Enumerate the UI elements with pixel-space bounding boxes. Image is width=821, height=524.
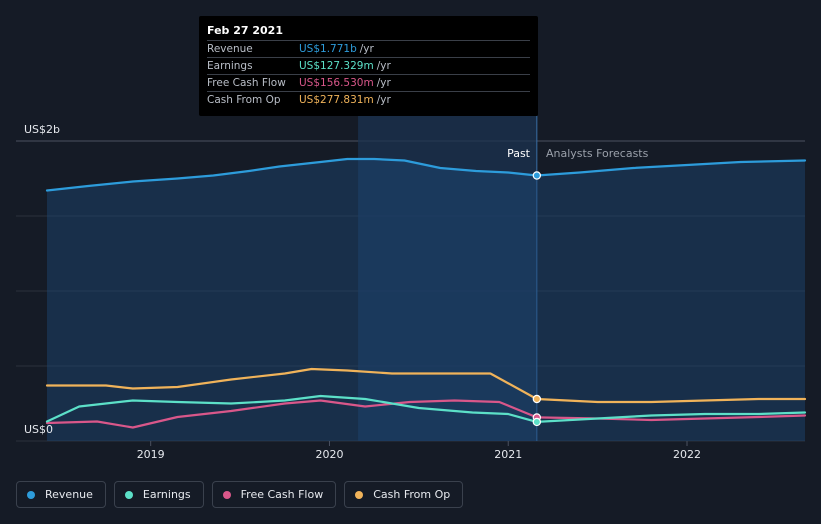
tooltip-unit: /yr bbox=[376, 60, 391, 72]
x-tick-label: 2022 bbox=[673, 448, 701, 461]
legend-item-earnings[interactable]: Earnings bbox=[113, 481, 204, 508]
y-axis-bottom-label: US$0 bbox=[24, 423, 53, 436]
legend-item-free-cash-flow[interactable]: Free Cash Flow bbox=[211, 481, 337, 508]
tooltip-value: US$277.831m bbox=[299, 94, 374, 106]
tooltip-unit: /yr bbox=[359, 43, 374, 55]
tooltip-row-cash-from-op: Cash From Op US$277.831m /yr bbox=[207, 91, 530, 108]
y-axis-top-label: US$2b bbox=[24, 123, 60, 136]
tooltip-value: US$156.530m bbox=[299, 77, 374, 89]
legend-item-revenue[interactable]: Revenue bbox=[16, 481, 106, 508]
past-band bbox=[358, 116, 537, 441]
x-tick-label: 2020 bbox=[315, 448, 343, 461]
earnings-marker bbox=[532, 417, 542, 427]
past-highlight-band bbox=[358, 116, 538, 441]
data-tooltip: Feb 27 2021 Revenue US$1.771b /yr Earnin… bbox=[199, 16, 538, 116]
tooltip-label: Revenue bbox=[207, 43, 253, 55]
legend-item-cash-from-op[interactable]: Cash From Op bbox=[344, 481, 464, 508]
past-region-label: Past bbox=[507, 147, 531, 160]
tooltip-unit: /yr bbox=[376, 94, 391, 106]
legend-dot-icon bbox=[27, 490, 35, 499]
legend-dot-icon bbox=[355, 490, 364, 499]
revenue-marker bbox=[532, 171, 542, 180]
tooltip-value: US$127.329m bbox=[299, 60, 374, 72]
tooltip-label: Cash From Op bbox=[207, 94, 281, 106]
earnings-line bbox=[45, 394, 807, 423]
revenue-line bbox=[45, 157, 807, 192]
tooltip-row-revenue: Revenue US$1.771b /yr bbox=[207, 40, 530, 57]
x-axis: 2019 2020 2021 2022 bbox=[137, 441, 701, 461]
tooltip-label: Earnings bbox=[207, 60, 253, 72]
chart-area: 2019 2020 2021 2022 US$2b US$0 Past Analyst… bbox=[16, 116, 807, 461]
tooltip-label: Free Cash Flow bbox=[207, 77, 286, 89]
tooltip-value: US$1.771b bbox=[299, 43, 357, 55]
hover-markers bbox=[532, 171, 542, 427]
cash-from-op-marker bbox=[532, 394, 542, 404]
legend-label: Cash From Op bbox=[373, 488, 451, 501]
cash-from-op-line bbox=[45, 367, 807, 404]
revenue-area bbox=[47, 159, 805, 441]
free-cash-flow-line bbox=[45, 399, 807, 429]
tooltip-date: Feb 27 2021 bbox=[207, 24, 283, 37]
legend-label: Free Cash Flow bbox=[240, 488, 324, 501]
forecast-region-label: Analysts Forecasts bbox=[546, 147, 649, 160]
tooltip-row-earnings: Earnings US$127.329m /yr bbox=[207, 57, 530, 74]
tooltip-row-free-cash-flow: Free Cash Flow US$156.530m /yr bbox=[207, 74, 530, 91]
series-lines bbox=[45, 157, 807, 441]
tooltip-unit: /yr bbox=[376, 77, 391, 89]
legend-label: Earnings bbox=[142, 488, 191, 501]
legend-dot-icon bbox=[222, 490, 231, 499]
legend-dot-icon bbox=[124, 490, 133, 499]
x-tick-label: 2021 bbox=[494, 448, 522, 461]
legend-label: Revenue bbox=[45, 488, 93, 501]
x-tick-label: 2019 bbox=[137, 448, 165, 461]
chart-legend: Revenue Earnings Free Cash Flow Cash Fro… bbox=[16, 481, 464, 508]
